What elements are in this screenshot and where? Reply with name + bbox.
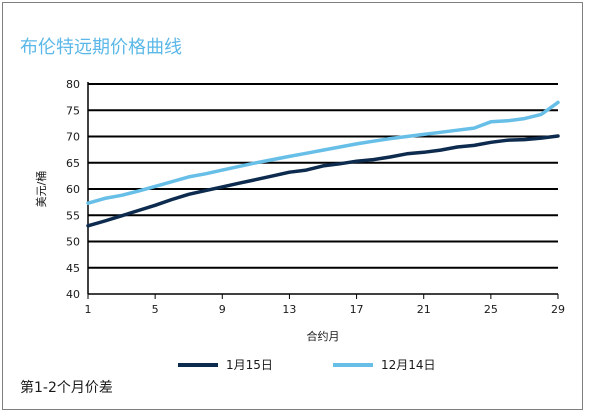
legend: 1月15日 12月14日 (0, 356, 589, 376)
y-tick-label: 40 (66, 288, 80, 301)
x-axis-label: 合约月 (307, 329, 340, 343)
y-tick-label: 75 (66, 104, 80, 117)
legend-swatch-series-1 (178, 362, 218, 367)
y-tick-label: 70 (66, 131, 80, 144)
y-tick-label: 80 (66, 78, 80, 91)
gridlines (88, 83, 558, 269)
series-line-2 (86, 100, 560, 205)
y-tick-label: 45 (66, 262, 80, 275)
chart-title: 布伦特远期价格曲线 (20, 37, 182, 58)
y-axis-label: 美元/桶 (34, 171, 48, 208)
x-tick-label: 25 (484, 303, 498, 316)
footnote: 第1-2个月价差 (20, 380, 113, 396)
series-lines (86, 100, 560, 228)
legend-swatch-series-2 (333, 362, 373, 367)
chart-frame (2, 2, 583, 410)
series-line-1 (86, 134, 560, 228)
x-tick-label: 13 (282, 303, 296, 316)
y-tick-labels: 40 45 50 55 60 65 70 75 80 (66, 78, 80, 301)
legend-item-series-2: 12月14日 (333, 356, 436, 373)
plot-area: 1 5 9 13 17 21 25 29 40 45 50 55 60 65 70 75 80 合约月 美元/… (34, 78, 566, 343)
x-tick-label: 1 (85, 303, 92, 316)
y-tick-label: 65 (66, 157, 80, 170)
x-tick-label: 5 (152, 303, 159, 316)
y-tick-label: 50 (66, 236, 80, 249)
y-tick-label: 55 (66, 209, 80, 222)
legend-item-series-1: 1月15日 (178, 356, 273, 373)
x-tick-labels: 1 5 9 13 17 21 25 29 (85, 303, 566, 316)
x-tick-label: 9 (219, 303, 226, 316)
y-tick-label: 60 (66, 183, 80, 196)
x-tick-label: 21 (417, 303, 431, 316)
axes (87, 82, 559, 299)
x-tick-label: 29 (551, 303, 565, 316)
x-tick-label: 17 (350, 303, 364, 316)
legend-label-series-1: 1月15日 (226, 358, 273, 372)
legend-label-series-2: 12月14日 (381, 358, 436, 372)
